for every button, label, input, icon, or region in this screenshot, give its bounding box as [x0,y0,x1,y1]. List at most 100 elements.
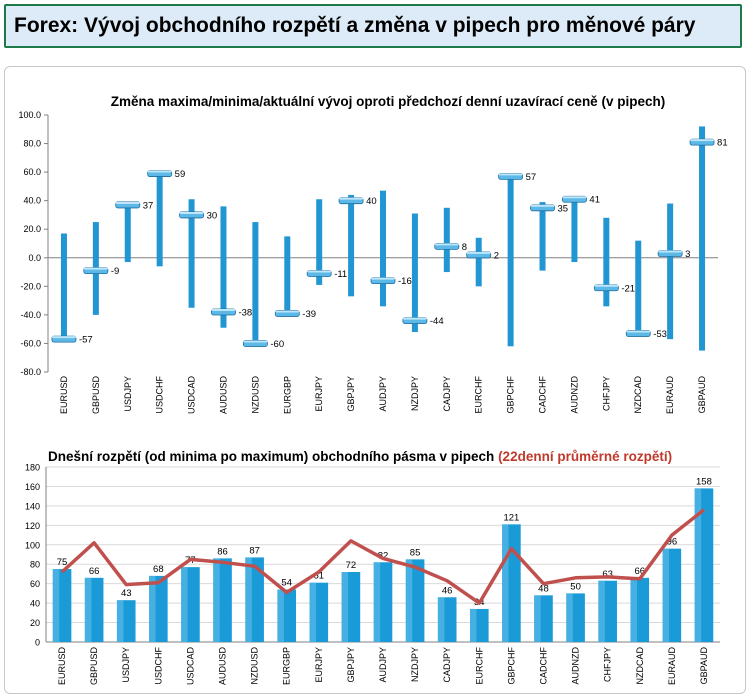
chart1-category-label: GBPUSD [91,376,101,415]
bar-value-label: 54 [281,578,292,589]
chart1-y-tick-label: 0.0 [28,253,41,263]
chart2-y-tick-label: 0 [35,638,40,648]
chart1-y-tick-label: -20.0 [20,281,41,291]
bar-value-label: 87 [249,545,260,556]
range-bar [380,190,386,307]
data-label: -9 [111,266,119,277]
chart1-y-tick-label: -40.0 [20,310,41,320]
chart1-y-tick-label: 40.0 [23,196,41,206]
range-bar [188,199,195,308]
bar-highlight [534,595,541,642]
range-bar [220,206,227,328]
bar-highlight [181,567,188,642]
current-marker-highlight [371,277,395,280]
chart2-category-label: AUDUSD [218,647,228,686]
chart1-y-tick-label: 80.0 [23,139,41,149]
average-range-line [60,508,706,605]
chart2-category-label: AUDJPY [378,647,388,683]
range-bar [443,207,450,273]
bar-value-label: 61 [314,571,325,582]
chart2-category-label: USDJPY [121,647,131,683]
chart2-category-label: EURCHF [474,646,484,684]
bar-highlight [566,593,573,642]
data-label: 30 [207,210,218,221]
chart1-category-label: EURJPY [314,376,324,412]
data-label: 8 [462,242,467,253]
data-label: -53 [653,329,667,340]
chart2-y-tick-label: 20 [30,618,40,628]
chart1-title: Změna maxima/minima/aktuální vývoj oprot… [111,94,665,109]
chart1-category-label: EURUSD [59,376,69,415]
chart2-category-label: CADJPY [442,647,452,683]
bar-highlight [373,562,381,642]
chart2-category-label: EURUSD [57,647,67,686]
data-label: 37 [143,200,154,211]
bar-highlight [277,589,284,642]
chart2-y-tick-label: 40 [30,599,40,609]
chart2-title-red: (22denní průměrné rozpětí) [498,449,672,464]
bar-highlight [405,559,413,642]
chart1-category-label: NZDJPY [410,376,420,411]
bar-value-label: 43 [121,588,132,599]
chart2-y-tick-label: 80 [30,560,40,570]
chart2-category-label: USDCHF [153,646,163,684]
chart1-y-tick-label: 20.0 [23,224,41,234]
chart2-title: Dnešní rozpětí (od minima po maximum) ob… [48,449,672,464]
chart2-category-label: GBPCHF [506,647,516,685]
chart1-category-label: GBPCHF [506,376,516,414]
chart1-category-label: CADCHF [538,375,548,413]
data-label: -16 [398,276,412,287]
bar-value-label: 82 [378,550,389,561]
chart2-category-label: GBPUSD [89,647,99,686]
current-marker-highlight [530,204,555,207]
range-bar [635,240,642,335]
chart2-category-label: EURAUD [667,647,677,686]
current-marker-highlight [147,170,172,173]
chart1-category-label: USDCAD [187,376,197,415]
chart2-category-label: CADCHF [538,646,548,684]
chart1-y-tick-label: 60.0 [23,167,41,177]
data-label: -39 [302,309,316,320]
data-label: 3 [685,249,690,260]
range-bar [667,203,674,340]
range-bar [156,170,163,267]
chart1-category-label: USDCHF [155,375,165,413]
current-marker-highlight [179,211,204,214]
data-label: -21 [621,283,635,294]
chart2-category-label: CHFJPY [603,647,613,682]
range-bar [124,202,131,263]
bar-highlight [245,557,252,642]
bar-highlight [52,569,60,642]
bar-value-label: 46 [442,585,453,596]
data-label: 35 [558,203,569,214]
bar-value-label: 72 [346,560,357,571]
data-label: 40 [366,196,377,207]
bar-value-label: 96 [667,537,678,548]
data-label: -38 [238,308,252,319]
bar-highlight [309,582,317,642]
data-label: -57 [79,335,93,346]
chart2-title-main: Dnešní rozpětí (od minima po maximum) ob… [48,449,498,464]
range-bar [316,199,323,285]
current-marker-highlight [243,340,268,343]
chart1-category-label: AUDNZD [569,376,579,414]
chart2-y-tick-label: 180 [25,463,40,473]
current-marker-highlight [339,197,364,200]
current-marker-highlight [690,139,715,142]
bar-value-label: 85 [410,547,421,558]
bar-value-label: 86 [217,546,228,557]
chart1-category-label: EURAUD [665,376,675,415]
current-marker-highlight [211,309,236,312]
current-marker-highlight [51,336,76,339]
current-marker-highlight [307,270,332,273]
chart1-category-label: NZDCAD [633,376,643,414]
chart1-y-tick-label: -60.0 [20,338,41,348]
data-label: -11 [334,269,347,280]
bar-value-label: 66 [634,566,645,577]
bar-value-label: 50 [570,581,581,592]
chart1-category-label: CHFJPY [601,376,611,411]
current-marker-highlight [466,251,491,254]
current-marker-highlight [498,173,523,176]
range-bar [475,237,482,287]
range-bar [603,217,610,307]
